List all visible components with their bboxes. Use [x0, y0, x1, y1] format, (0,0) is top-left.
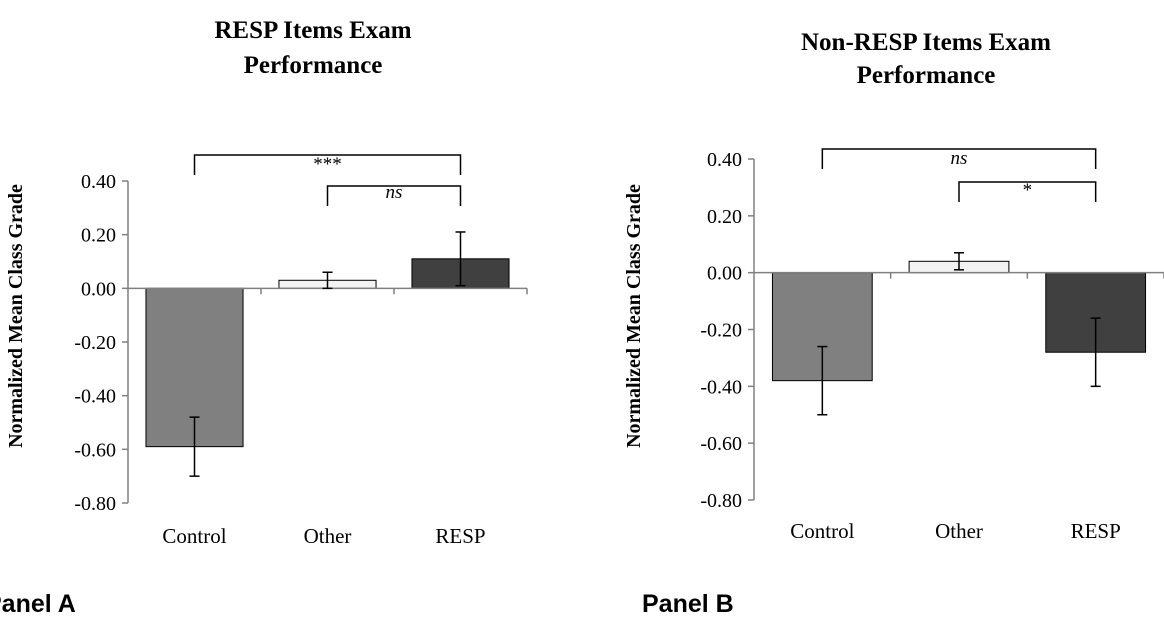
y-tick-label: -0.40 — [74, 386, 116, 408]
x-tick-label: RESP — [1071, 519, 1121, 543]
significance-label: ns — [951, 148, 968, 169]
chart-title-line-1: Non-RESP Items Exam — [801, 29, 1051, 56]
chart-title-line-1: RESP Items Exam — [214, 17, 411, 44]
significance-bracket — [326, 185, 462, 206]
chart-title-line-2: Performance — [244, 52, 383, 79]
panel-label: Panel A — [0, 590, 76, 618]
significance-bracket — [193, 154, 462, 175]
y-tick-label: -0.60 — [74, 439, 116, 461]
x-tick-label: Other — [304, 524, 352, 548]
x-tick-label: Control — [162, 524, 226, 548]
error-bar — [189, 416, 200, 477]
significance-label: *** — [313, 154, 342, 175]
y-tick-label: 0.40 — [707, 149, 742, 171]
y-tick-label: 0.20 — [81, 225, 116, 247]
significance-label: * — [1023, 180, 1033, 201]
chart-title-line-2: Performance — [857, 62, 996, 89]
error-bar — [455, 231, 466, 287]
y-axis-label: Normalized Mean Class Grade — [623, 184, 645, 448]
chart-panel-a: RESP Items Exam Performance Normalized M… — [0, 17, 528, 618]
y-tick-label: 0.00 — [707, 263, 742, 285]
y-tick-label: 0.00 — [81, 278, 116, 300]
y-tick-label: 0.40 — [81, 171, 116, 193]
significance-label: ns — [386, 182, 403, 203]
y-tick-label: -0.80 — [74, 493, 116, 515]
x-tick-label: RESP — [435, 524, 485, 548]
chart-panel-b: Non-RESP Items Exam Performance Normaliz… — [623, 29, 1164, 618]
error-bar — [954, 252, 964, 271]
panel-label: Panel B — [642, 590, 734, 618]
y-axis-label: Normalized Mean Class Grade — [5, 184, 27, 448]
error-bar — [322, 271, 333, 290]
plot-area: 0.40 0.20 0.00 -0.20 -0.40 -0.60 -0.80 Control O… — [74, 154, 528, 548]
y-tick-label: -0.60 — [700, 433, 742, 455]
y-tick-label: -0.20 — [74, 332, 116, 354]
x-tick-label: Other — [935, 519, 983, 543]
y-tick-label: -0.40 — [700, 376, 742, 398]
x-tick-label: Control — [790, 519, 854, 543]
error-bar — [817, 345, 828, 416]
y-tick-label: -0.20 — [700, 320, 742, 342]
error-bar — [1090, 317, 1101, 388]
significance-bracket — [958, 181, 1097, 202]
significance-bracket — [821, 148, 1097, 169]
plot-area: 0.40 0.20 0.00 -0.20 -0.40 -0.60 -0.80 Control O… — [700, 148, 1164, 543]
y-tick-label: -0.80 — [700, 490, 742, 512]
y-tick-label: 0.20 — [707, 206, 742, 228]
